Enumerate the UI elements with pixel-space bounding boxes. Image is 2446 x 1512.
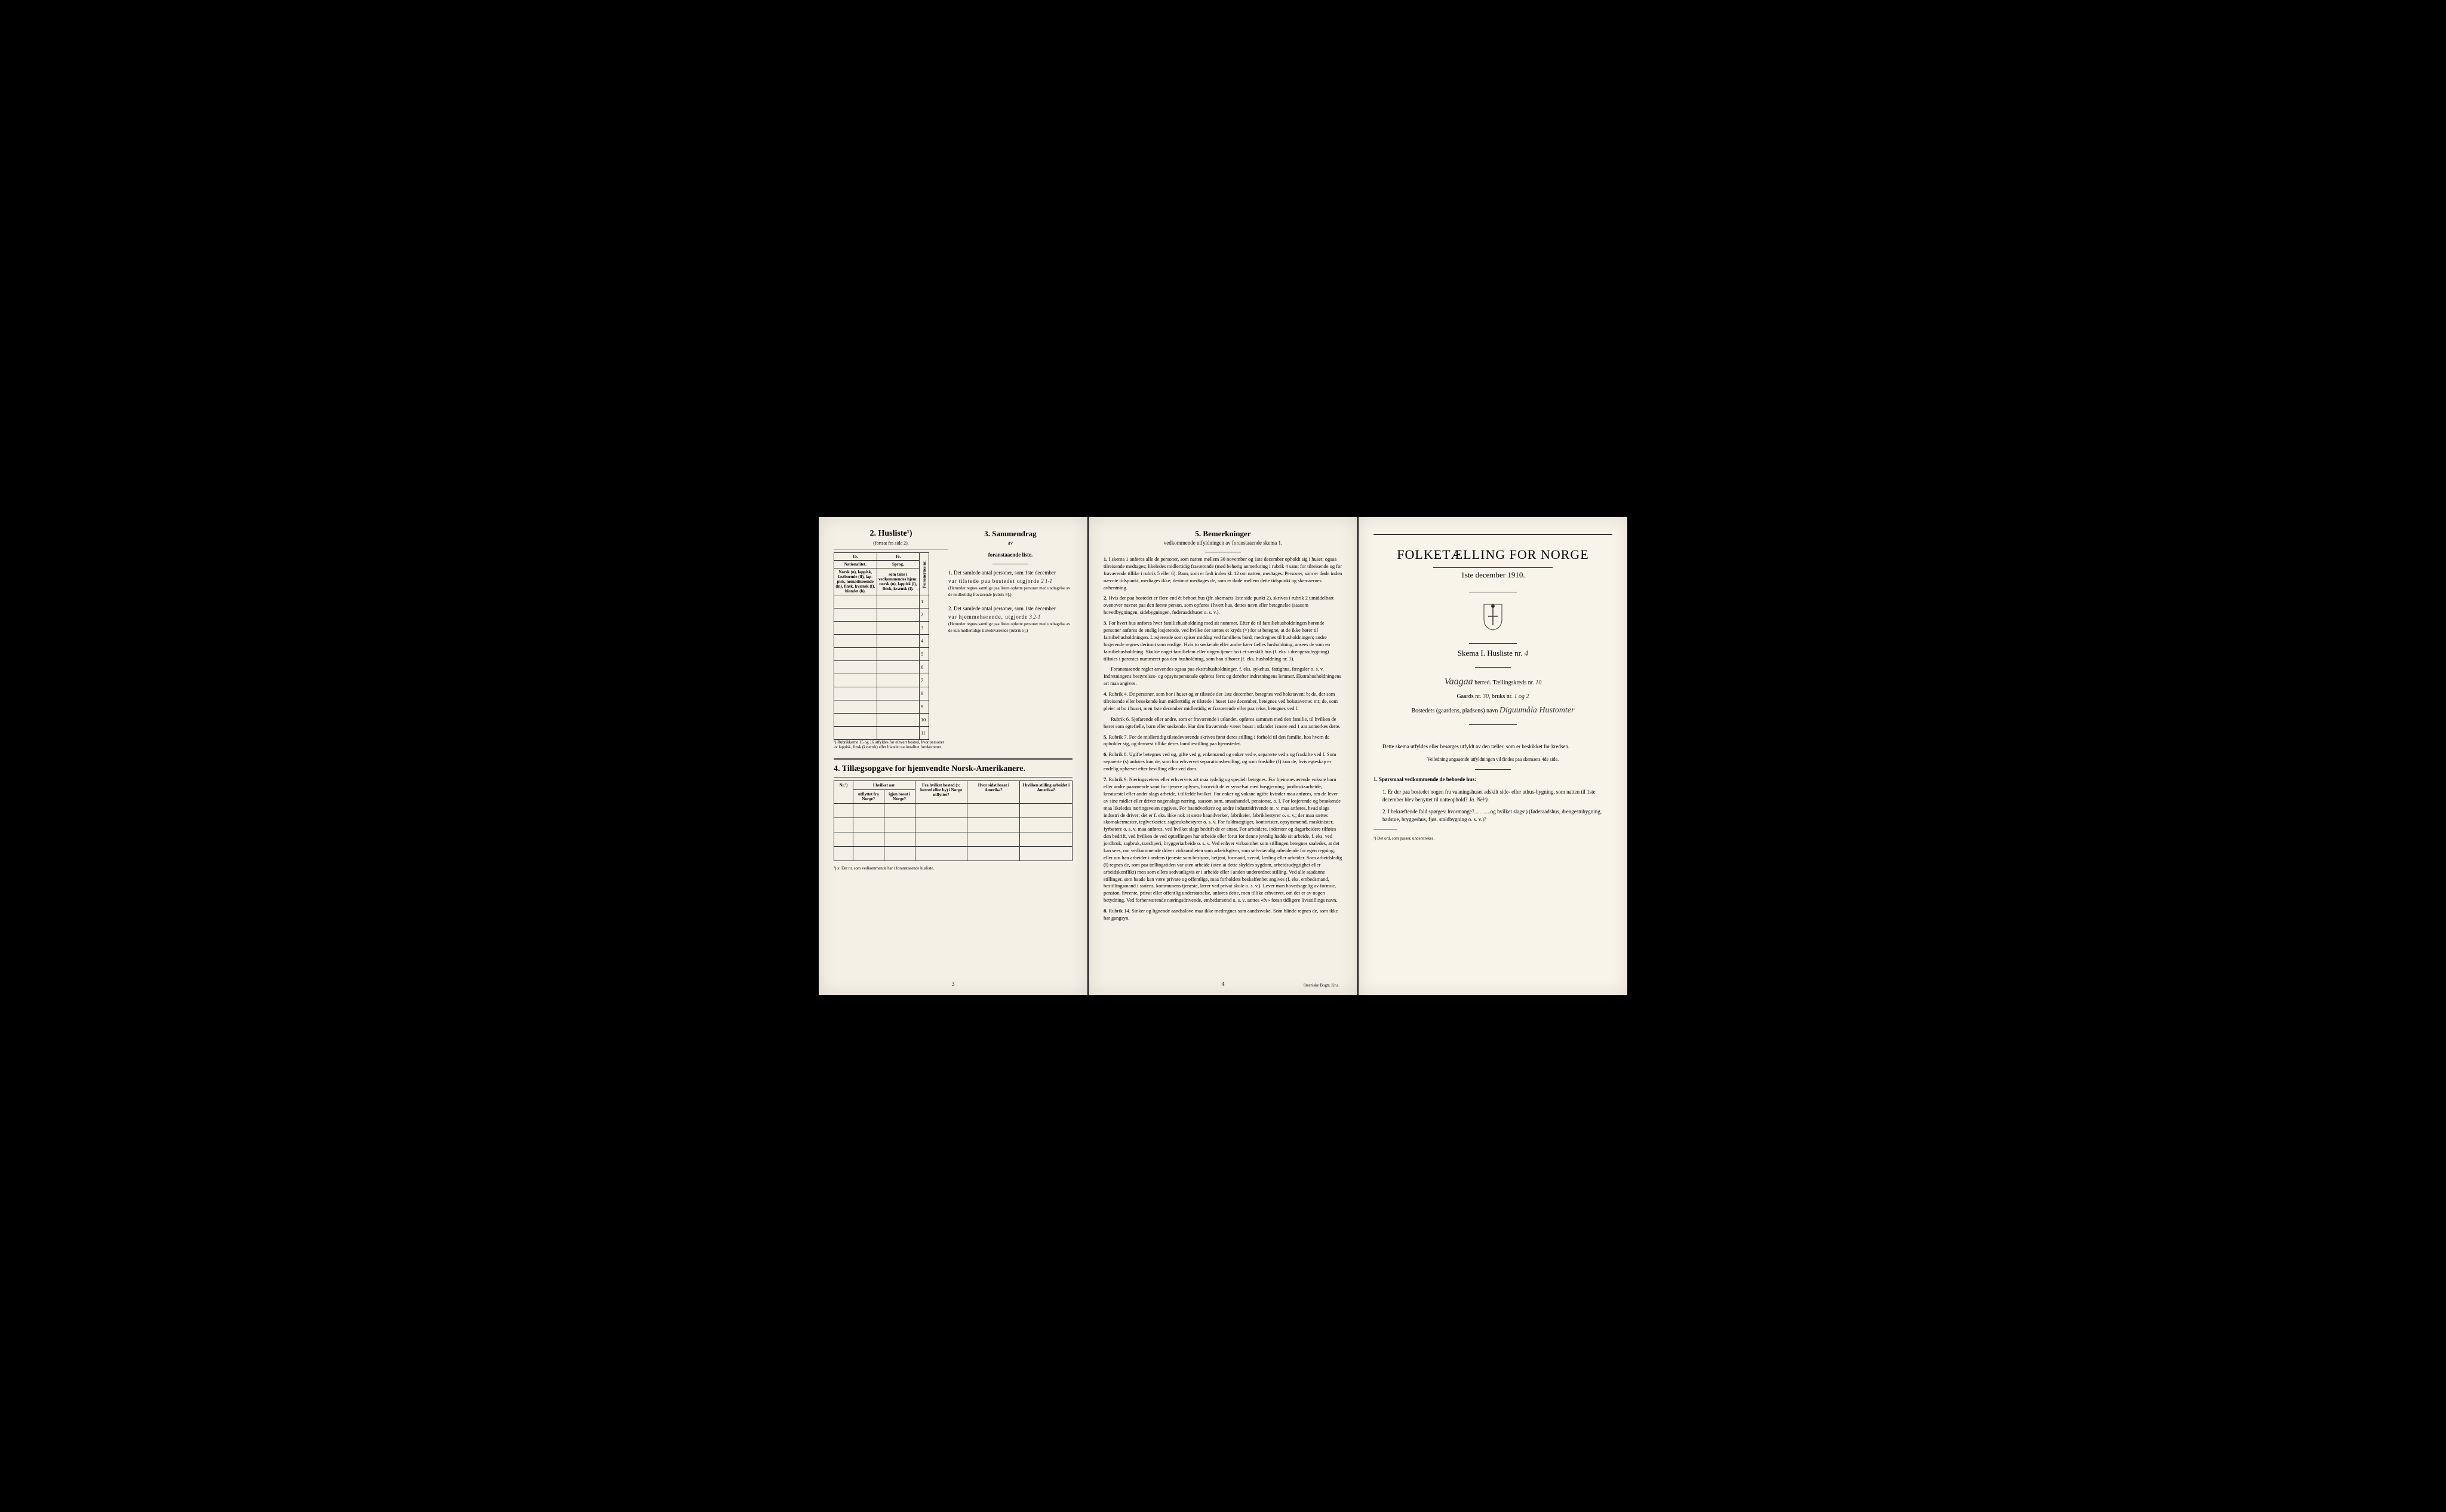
item1-note: (Herunder regnes samtlige paa listen opf…	[941, 585, 1073, 598]
col-16-num: 16.	[877, 553, 920, 561]
q1: 1. Er der paa bostedet nogen fra vaaning…	[1382, 789, 1596, 803]
sammendrag-title: 3. Sammendrag	[941, 529, 1073, 539]
document-container: 2. Husliste¹) (fortsat fra side 2). 15. …	[807, 505, 1639, 1007]
skema-label: Skema I. Husliste nr.	[1458, 649, 1523, 657]
desc-15: Norsk (n), lappisk, fastboende (lf), lap…	[834, 568, 877, 595]
gaard-label: Gaards nr.	[1456, 693, 1481, 700]
sammendrag-sub1: av	[941, 540, 1073, 546]
sammendrag-sub2: foranstaaende liste.	[941, 552, 1073, 558]
bemerk-subtitle: vedkommende utfyldningen av foranstaaend…	[1104, 540, 1342, 546]
row-num: 7	[920, 674, 929, 687]
intro: Dette skema utfyldes eller besørges utfy…	[1373, 743, 1612, 751]
desc-16: som tales i vedkommendes hjem: norsk (n)…	[877, 568, 920, 595]
row-num: 11	[920, 727, 929, 740]
bruks-label: bruks nr.	[1492, 693, 1513, 700]
remark-item: 7. Rubrik 9. Næringsveiens eller erhverv…	[1104, 776, 1342, 904]
herred-value: Vaagaa	[1445, 677, 1473, 687]
page-num-1: 3	[952, 981, 955, 988]
date-line: 1ste december 1910.	[1373, 570, 1612, 580]
footnote3: ¹) Det ord, som passer, understrekes.	[1373, 835, 1612, 842]
th-stilling: I hvilken stilling arbeidet i Amerika?	[1020, 781, 1073, 804]
item1-value: 2 1-1	[1041, 578, 1052, 584]
gaard-value: 30	[1483, 693, 1489, 700]
kreds-value: 10	[1535, 680, 1541, 686]
remark-item: 2. Hvis der paa bostedet er flere end ét…	[1104, 595, 1342, 616]
header-15: Nationalitet.	[834, 561, 877, 568]
bosted-label: Bostedets (gaardens, pladsens) navn	[1411, 708, 1498, 714]
th-bosted: Fra hvilket bosted (ɔ: herred eller by) …	[915, 781, 967, 804]
remark-item: 8. Rubrik 14. Sinker og lignende aandssl…	[1104, 908, 1342, 922]
page-1: 2. Husliste¹) (fortsat fra side 2). 15. …	[819, 517, 1087, 995]
sammendrag-section: 3. Sammendrag av foranstaaende liste. 1.…	[941, 529, 1073, 634]
printer-mark: Steen'ske Bogtr. Kr.a.	[1303, 983, 1339, 988]
th-aar: I hvilket aar	[853, 781, 915, 790]
item2-label: 2. Det samlede antal personer, som 1ste …	[948, 606, 1056, 611]
row-num: 5	[920, 648, 929, 661]
q1-answer: Ja. Nei¹).	[1469, 797, 1489, 803]
bosted-value: Diguumåla Hustomter	[1499, 706, 1575, 715]
remark-item: 1. I skema 1 anføres alle de personer, s…	[1104, 556, 1342, 591]
row-num: 2	[920, 609, 929, 622]
bruks-value: 1 og 2	[1514, 693, 1529, 700]
remark-item: 4. Rubrik 4. De personer, som bor i huse…	[1104, 691, 1342, 712]
row-num: 8	[920, 687, 929, 700]
item2-text: var hjemmehørende, utgjorde	[948, 614, 1028, 620]
remark-item: 3. For hvert hus anføres hver familiehus…	[1104, 620, 1342, 662]
note: Veiledning angaaende utfyldningen vil fi…	[1373, 756, 1612, 763]
item2-value: 3 2-1	[1029, 614, 1040, 620]
section1: 1. Spørsmaal vedkommende de beboede hus:	[1373, 776, 1612, 784]
skema-value: 4	[1525, 649, 1529, 657]
page-num-2: 4	[1222, 981, 1225, 988]
herred-label: herred. Tællingskreds nr.	[1474, 680, 1534, 686]
person-col: Personernes nr.	[920, 553, 929, 595]
husliste-footnote: ¹) Rubrikkerne 15 og 16 utfyldes for eth…	[834, 740, 948, 749]
tillaeg-footnote: ²) ɔ: Det nr. som vedkommende har i fora…	[834, 866, 1073, 871]
remark-extra: Rubrik 6. Sjøfarende eller andre, som er…	[1104, 716, 1342, 730]
remark-extra: Foranstaaende regler anvendes ogsaa paa …	[1104, 666, 1342, 687]
row-num: 4	[920, 635, 929, 648]
col-15-num: 15.	[834, 553, 877, 561]
th-amerika: Hvor sidst bosat i Amerika?	[967, 781, 1020, 804]
instructions: Dette skema utfyldes eller besørges utfy…	[1373, 743, 1612, 842]
bemerk-title: 5. Bemerkninger	[1104, 529, 1342, 539]
row-num: 1	[920, 595, 929, 609]
row-num: 6	[920, 661, 929, 674]
th-utflyttet: utflyttet fra Norge?	[853, 790, 884, 804]
item1-text: var tilstede paa bostedet utgjorde	[948, 578, 1040, 584]
remarks-list: 1. I skema 1 anføres alle de personer, s…	[1104, 556, 1342, 922]
header-16: Sprog,	[877, 561, 920, 568]
item2-note: (Herunder regnes samtlige paa listen opf…	[941, 621, 1073, 634]
tillaeg-title: 4. Tillægsopgave for hjemvendte Norsk-Am…	[834, 764, 1073, 774]
row-num: 10	[920, 714, 929, 727]
husliste-subtitle: (fortsat fra side 2).	[834, 540, 948, 546]
remark-item: 5. Rubrik 7. For de midlertidig tilstede…	[1104, 734, 1342, 748]
page-2: 5. Bemerkninger vedkommende utfyldningen…	[1089, 517, 1357, 995]
th-bosat: igjen bosat i Norge?	[884, 790, 915, 804]
row-num: 3	[920, 622, 929, 635]
coat-of-arms-icon	[1373, 601, 1612, 634]
item1-label: 1. Det samlede antal personer, som 1ste …	[948, 570, 1056, 576]
husliste-title: 2. Husliste¹)	[834, 529, 948, 539]
main-title: FOLKETÆLLING FOR NORGE	[1373, 547, 1612, 563]
th-nr: Nr.²)	[834, 781, 853, 804]
q2: 2. I bekræftende fald spørges: hvormange…	[1382, 808, 1612, 823]
row-num: 9	[920, 700, 929, 714]
husliste-table: 15. 16. Personernes nr. Nationalitet. Sp…	[834, 552, 929, 740]
page-3: FOLKETÆLLING FOR NORGE 1ste december 191…	[1359, 517, 1627, 995]
remark-item: 6. Rubrik 8. Ugifte betegnes ved ug, gif…	[1104, 751, 1342, 773]
tillaeg-table: Nr.²) I hvilket aar Fra hvilket bosted (…	[834, 780, 1073, 861]
